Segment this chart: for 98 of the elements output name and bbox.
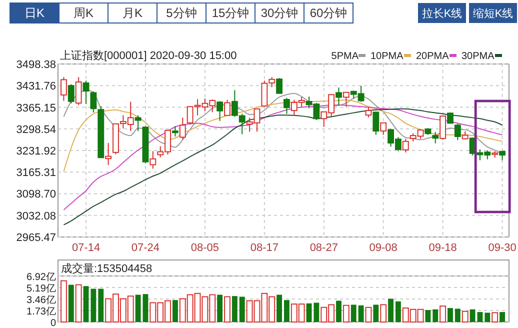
candlestick [284,97,290,114]
bar [342,304,350,322]
y-tick-label: 3.46亿 [26,295,56,306]
x-tick-label: 09-18 [428,242,457,254]
bar [217,294,223,322]
candlestick [90,90,97,113]
legend-label: 5PMA [331,51,359,62]
candlestick [68,84,74,104]
candlestick [82,80,90,105]
y-tick-label: 5.19亿 [26,284,56,294]
bar [276,294,282,322]
x-tick-label: 08-17 [250,242,278,254]
bar [432,309,438,322]
y-tick-label: 3298.54 [16,124,56,136]
bar [75,284,82,322]
text: 缩短K线 [472,7,514,20]
legend-label: 30PMA [462,51,495,62]
bar [492,312,498,322]
x-tick-label: 08-27 [310,242,338,254]
candlestick [276,78,282,94]
candlestick [60,76,67,102]
line-series [63,108,503,226]
legend-label: 10PMA [370,51,404,62]
y-tick-label: 3165.31 [16,167,56,180]
text: 15分钟 [212,6,250,20]
bar [470,309,476,322]
bar [454,308,460,322]
candlestick [179,117,186,140]
bar [358,305,364,322]
x-tick-label: 07-14 [72,242,100,254]
bar [172,300,178,322]
candlestick [224,99,230,116]
bar [484,312,490,322]
bar [448,308,453,322]
bar [224,296,230,322]
y-tick-label: 3032.08 [16,210,56,222]
x-tick-label: 08-05 [190,242,220,254]
text: 月K [122,6,143,20]
text: 拉长K线 [422,7,462,20]
candlestick [342,92,350,108]
y-tick-label: 1.73亿 [26,306,56,318]
y-tick-label: 3365.15 [16,102,56,114]
candlestick [105,142,112,166]
candlestick [440,115,446,140]
text: 日K [24,6,45,20]
chart-title: 成交量:153504458 [61,262,152,275]
bar [68,284,74,322]
bar [336,300,342,322]
bar [365,306,372,322]
bar [350,304,356,322]
candlestick [336,86,342,106]
bar [314,302,320,322]
y-tick-label: 3231.92 [16,146,56,158]
y-tick-label: 3498.38 [16,59,56,71]
candlestick [372,111,380,136]
text: 周K [73,6,94,20]
x-tick-label: 07-24 [131,242,160,254]
candlestick [172,126,178,138]
bar [284,300,290,322]
bar [98,288,104,322]
y-tick-label: 0 [50,318,56,328]
bar [373,304,379,322]
bar [135,294,141,322]
candlestick [216,100,224,122]
bar [239,296,245,322]
bar [500,312,505,322]
bar [83,286,89,322]
y-tick-label: 3098.70 [16,188,56,201]
bar [440,306,446,322]
bar [142,294,148,322]
y-tick-label: 6.92亿 [26,272,56,283]
text: 60分钟 [310,6,348,20]
y-tick-label: 3431.76 [16,80,56,93]
x-tick-label: 09-30 [488,242,516,254]
bar [380,304,387,322]
candlestick [380,122,387,136]
bar [90,288,96,322]
candlestick [75,76,82,106]
bar [306,303,312,322]
chart-title: 上证指数[000001] 2020-09-30 15:00 [60,49,237,62]
bar [425,310,431,322]
candlestick [365,106,372,118]
candlestick [402,138,409,153]
bar [232,296,238,322]
candlestick [150,150,156,170]
legend-label: 20PMA [416,51,450,62]
text: 30分钟 [260,6,298,20]
bar [477,312,483,322]
x-tick-label: 09-08 [369,242,398,254]
bar [60,280,67,322]
bar [388,298,394,322]
candlestick [432,131,439,144]
candlestick [454,123,461,141]
bar [396,301,401,322]
text: 5分钟 [166,6,197,20]
candlestick [134,114,142,132]
y-tick-label: 2965.47 [16,232,56,244]
bar [462,310,468,322]
